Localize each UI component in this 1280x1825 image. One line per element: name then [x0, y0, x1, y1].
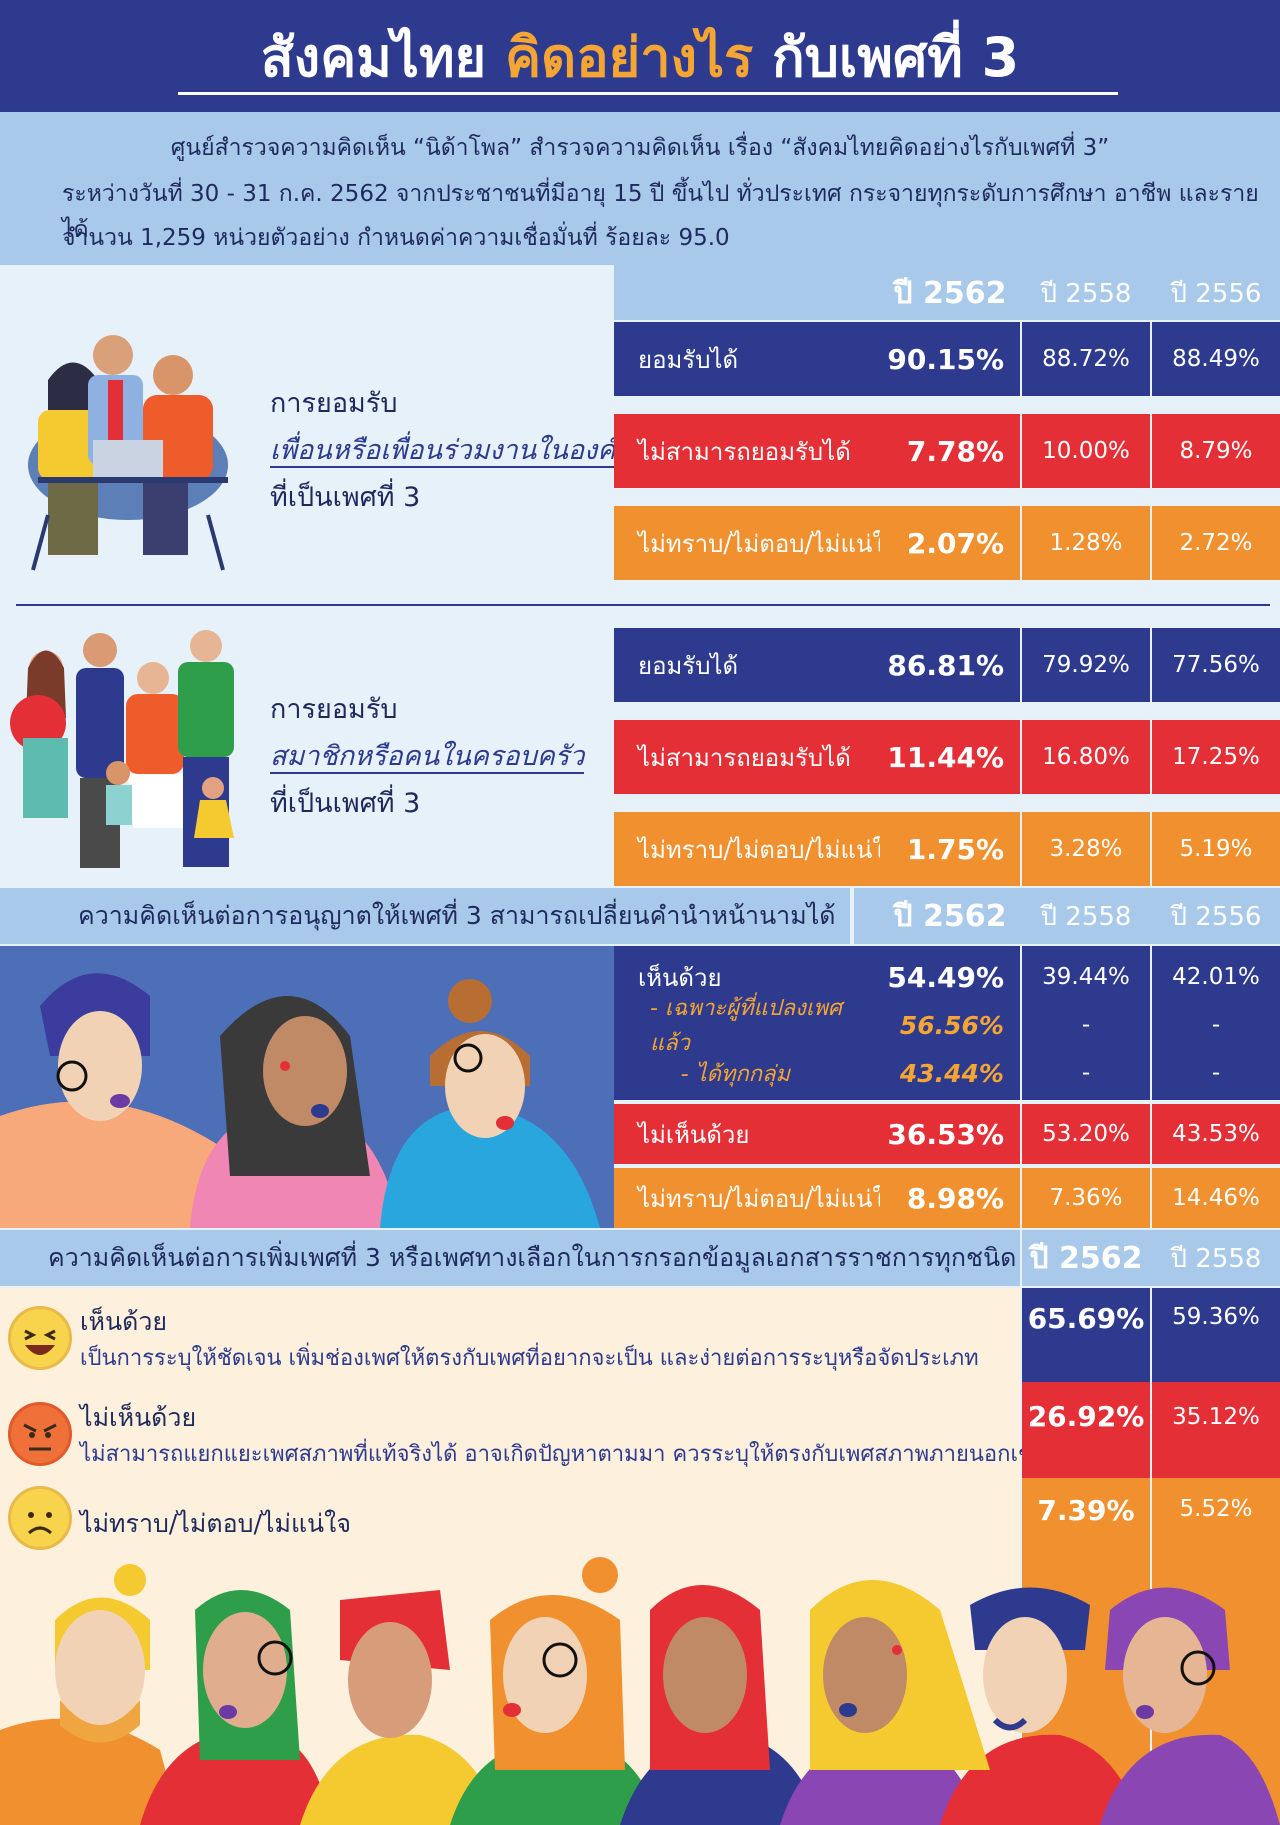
section1-caption-line3: ที่เป็นเพศที่ 3 [270, 482, 421, 513]
s4-unsure-label: ไม่ทราบ/ไม่ตอบ/ไม่แน่ใจ [80, 1509, 351, 1538]
intro-line2: ระหว่างวันที่ 30 - 31 ก.ค. 2562 จากประชา… [62, 181, 1259, 243]
s4-disagree-desc: ไม่สามารถแยกแยะเพศสภาพที่แท้จริงได้ อาจเ… [80, 1442, 1085, 1467]
s4-agree-desc: เป็นการระบุให้ชัดเจน เพิ่มช่องเพศให้ตรงก… [80, 1346, 979, 1371]
s1-year-2556: ปี 2556 [1170, 278, 1262, 309]
s1-accept-2562: 90.15% [880, 322, 1020, 396]
s3-disagree-2562: 36.53% [880, 1104, 1020, 1164]
s4-agree-label: เห็นด้วย [80, 1307, 168, 1336]
title-part2: คิดอย่างไร [505, 26, 754, 89]
s2-accept-2556: 77.56% [1152, 628, 1280, 702]
s1-unsure-2558: 1.28% [1022, 506, 1150, 580]
s3-agree-block [614, 946, 1020, 1100]
s3-unsure-2556: 14.46% [1152, 1168, 1280, 1228]
s3-agree-2556: 42.01% [1172, 964, 1260, 990]
s3-year-2558: ปี 2558 [1040, 901, 1132, 932]
s3-agree-label: เห็นด้วย [638, 963, 722, 992]
s1-accept-2558: 88.72% [1022, 322, 1150, 396]
section2-caption-line1: การยอมรับ [270, 694, 398, 725]
section3-year-header [854, 888, 1280, 944]
s1-reject-2562: 7.78% [880, 414, 1020, 488]
title-part1: สังคมไทย [260, 26, 487, 89]
s2-unsure-2558: 3.28% [1022, 812, 1150, 886]
s3-sub1-2556: - [1211, 1012, 1221, 1038]
s3-disagree-2558: 53.20% [1022, 1104, 1150, 1164]
intro-line3: จำนวน 1,259 หน่วยตัวอย่าง กำหนดค่าความเช… [62, 225, 730, 251]
section2-caption: การยอมรับ สมาชิกหรือคนในครอบครัว ที่เป็น… [270, 686, 585, 827]
angry-emoji-icon [8, 1402, 72, 1466]
family-illustration [10, 630, 234, 868]
s4-year-2562: ปี 2562 [1029, 1240, 1143, 1276]
coworkers-illustration [28, 335, 228, 571]
s2-unsure-2556: 5.19% [1152, 812, 1280, 886]
section1-caption-line1: การยอมรับ [270, 388, 398, 419]
s2-reject-2562: 11.44% [880, 720, 1020, 794]
s3-agree-2562: 54.49% [887, 960, 1004, 994]
section1-caption-line2: เพื่อนหรือเพื่อนร่วมงานในองค์กร [270, 435, 647, 468]
s3-unsure-2562: 8.98% [880, 1168, 1020, 1228]
s4-agree-2562: 65.69% [1022, 1288, 1150, 1382]
page-title: สังคมไทย คิดอย่างไร กับเพศที่ 3 [0, 14, 1280, 100]
s3-sub2-2558: - [1081, 1060, 1091, 1086]
title-underline [178, 92, 1118, 95]
section4-title: ความคิดเห็นต่อการเพิ่มเพศที่ 3 หรือเพศทา… [0, 1230, 1020, 1286]
section-divider [16, 604, 1270, 606]
s3-disagree-2556: 43.53% [1152, 1104, 1280, 1164]
laughing-emoji-icon [8, 1306, 72, 1370]
s3-sub1-2558: - [1081, 1012, 1091, 1038]
s1-unsure-2562: 2.07% [880, 506, 1020, 580]
header-bar: สังคมไทย คิดอย่างไร กับเพศที่ 3 [0, 0, 1280, 112]
s2-reject-2556: 17.25% [1152, 720, 1280, 794]
s4-agree-2558: 59.36% [1152, 1288, 1280, 1382]
section2-caption-line2: สมาชิกหรือคนในครอบครัว [270, 741, 585, 774]
section4-year-header [1022, 1230, 1280, 1286]
s4-year-2558: ปี 2558 [1170, 1243, 1262, 1274]
s3-sub1-label: - เฉพาะผู้ที่แปลงเพศแล้ว [650, 996, 842, 1056]
s4-disagree-2558: 35.12% [1152, 1382, 1280, 1478]
crowd-illustration [0, 1557, 1280, 1825]
section1-year-header [614, 265, 1280, 320]
faces-illustration [0, 946, 614, 1228]
s3-agree-2558-block [1022, 946, 1150, 1100]
s3-sub2-label: - ได้ทุกกลุ่ม [680, 1061, 790, 1087]
s3-year-2562: ปี 2562 [893, 898, 1007, 934]
s1-year-2558: ปี 2558 [1040, 278, 1132, 309]
section3-title: ความคิดเห็นต่อการอนุญาตให้เพศที่ 3 สามาร… [0, 888, 850, 944]
section2-caption-line3: ที่เป็นเพศที่ 3 [270, 788, 421, 819]
s4-disagree-2562: 26.92% [1022, 1382, 1150, 1478]
s2-accept-2562: 86.81% [880, 628, 1020, 702]
s3-sub2-2562: 43.44% [899, 1058, 1004, 1088]
s1-unsure-2556: 2.72% [1152, 506, 1280, 580]
section1-caption: การยอมรับ เพื่อนหรือเพื่อนร่วมงานในองค์ก… [270, 380, 647, 521]
s2-reject-2558: 16.80% [1022, 720, 1150, 794]
s1-reject-2558: 10.00% [1022, 414, 1150, 488]
s4-disagree-label: ไม่เห็นด้วย [80, 1403, 197, 1432]
s1-accept-2556: 88.49% [1152, 322, 1280, 396]
intro-box: ศูนย์สำรวจความคิดเห็น “นิด้าโพล” สำรวจคว… [0, 112, 1280, 265]
sad-emoji-icon [8, 1486, 72, 1550]
s3-sub2-2556: - [1211, 1060, 1221, 1086]
s3-agree-2556-block [1152, 946, 1280, 1100]
s3-year-2556: ปี 2556 [1170, 901, 1262, 932]
s1-reject-2556: 8.79% [1152, 414, 1280, 488]
s3-unsure-2558: 7.36% [1022, 1168, 1150, 1228]
s1-year-2562: ปี 2562 [893, 275, 1007, 311]
s3-agree-2558: 39.44% [1042, 964, 1130, 990]
intro-line1: ศูนย์สำรวจความคิดเห็น “นิด้าโพล” สำรวจคว… [170, 135, 1110, 161]
s3-sub1-2562: 56.56% [899, 1010, 1004, 1040]
s2-accept-2558: 79.92% [1022, 628, 1150, 702]
title-part3: กับเพศที่ 3 [771, 26, 1020, 89]
s2-unsure-2562: 1.75% [880, 812, 1020, 886]
